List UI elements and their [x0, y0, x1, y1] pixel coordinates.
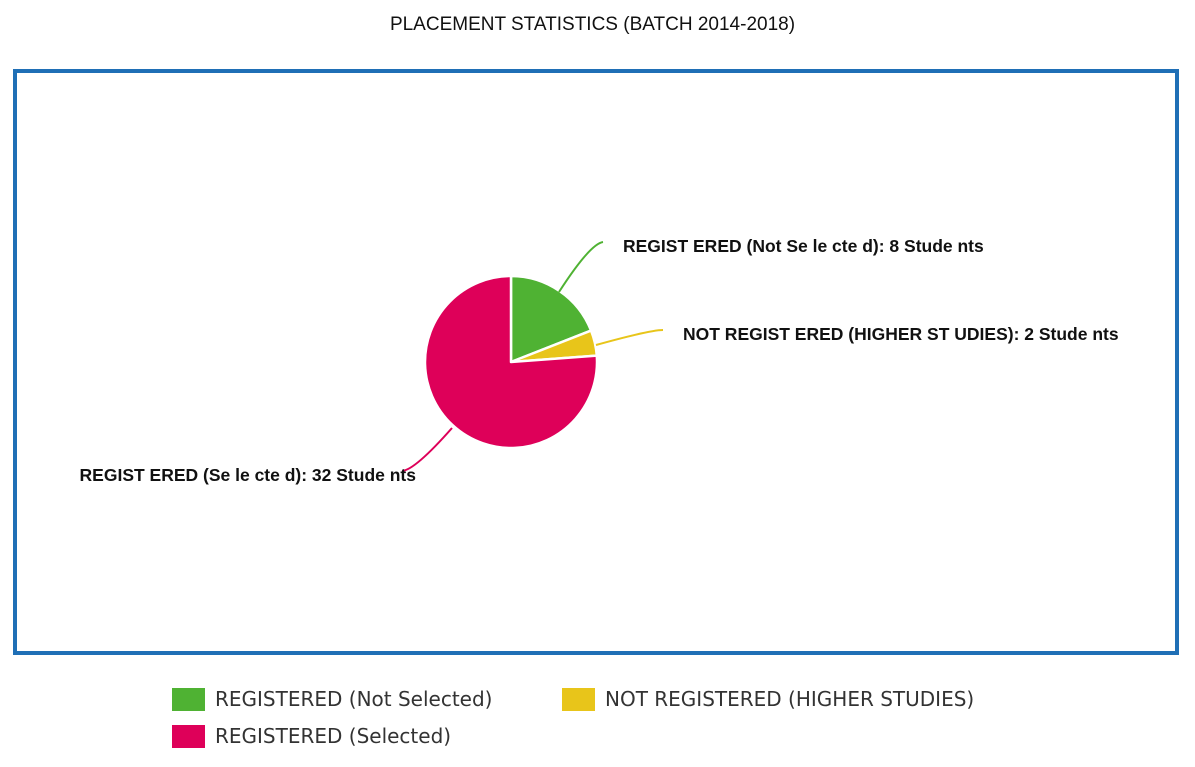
slice-registered-selected[interactable]	[423, 274, 599, 450]
data-label: REGIST ERED (Se le cte d): 32 Stude nts	[80, 465, 417, 485]
leader-line	[595, 329, 664, 346]
legend-item-not-registered-higher-studies[interactable]: NOT REGISTERED (HIGHER STUDIES)	[562, 686, 974, 712]
legend: REGISTERED (Not Selected) NOT REGISTERED…	[172, 686, 1072, 756]
chart-title: PLACEMENT STATISTICS (BATCH 2014-2018)	[389, 14, 796, 35]
leader-line	[558, 241, 604, 293]
leader-lines	[401, 241, 664, 472]
leader-line	[401, 427, 453, 472]
legend-item-registered-selected[interactable]: REGISTERED (Selected)	[172, 723, 451, 749]
legend-swatch	[172, 687, 205, 711]
legend-label: NOT REGISTERED (HIGHER STUDIES)	[605, 687, 975, 711]
legend-swatch	[172, 724, 205, 748]
legend-swatch	[562, 687, 595, 711]
data-label: NOT REGIST ERED (HIGHER ST UDIES): 2 Stu…	[683, 324, 1119, 344]
legend-label: REGISTERED (Not Selected)	[215, 687, 493, 711]
pie-slices	[423, 274, 599, 450]
data-label: REGIST ERED (Not Se le cte d): 8 Stude n…	[623, 236, 984, 256]
slice-labels: REGIST ERED (Not Se le cte d): 8 Stude n…	[80, 236, 1119, 485]
plot-area-border	[13, 69, 1179, 655]
legend-item-registered-not-selected[interactable]: REGISTERED (Not Selected)	[172, 686, 492, 712]
legend-label: REGISTERED (Selected)	[215, 724, 452, 748]
